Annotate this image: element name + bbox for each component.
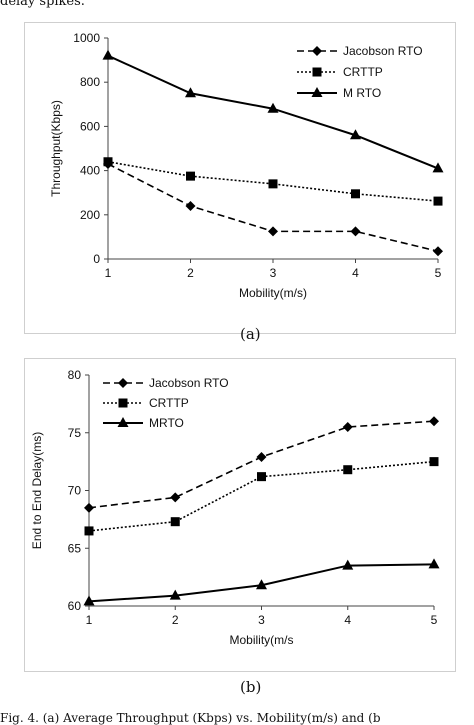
chart-a-series-2-point (102, 49, 114, 60)
chart-a-x-tick-label: 3 (270, 266, 277, 280)
chart-a-series-2-point (185, 87, 196, 98)
chart-b-legend-label-0: Jacobson RTO (149, 376, 229, 390)
chart-a-frame: 0 200 400 600 800 1000 1 2 3 4 5 Mobility(m/s) Throu… (24, 22, 456, 334)
figure-a-label: (a) (240, 325, 261, 343)
chart-a-y-tick-label: 600 (80, 119, 100, 133)
chart-a-series-1-point (268, 179, 278, 189)
chart-a-x-axis-label: Mobility(m/s) (239, 286, 307, 300)
chart-b-x-tick-label: 1 (86, 613, 93, 627)
figure-caption: Fig. 4. (a) Average Throughput (Kbps) vs… (0, 711, 381, 725)
chart-a-series-1-point (433, 196, 443, 206)
chart-b-series-0-point (342, 421, 353, 432)
chart-b-y-tick-label: 60 (68, 599, 82, 613)
chart-a-y-tick-label: 0 (93, 252, 100, 266)
chart-a-legend-label-2: M RTO (343, 86, 381, 100)
chart-b-y-tick-label: 80 (68, 368, 82, 382)
chart-a-series-line-0 (107, 163, 439, 253)
top-text: delay spikes. (0, 0, 85, 9)
chart-b-series-1-point (170, 517, 180, 527)
chart-b-series-2-point (256, 579, 267, 590)
chart-b-series-0-point (256, 452, 267, 463)
chart-a-legend-marker-0 (312, 46, 322, 56)
chart-a-y-tick-label: 1000 (73, 31, 100, 45)
figure-b-label: (b) (240, 678, 262, 696)
chart-a-series-0-point (185, 200, 196, 211)
chart-a-series-0-point (268, 226, 278, 237)
chart-a-series-0-point (433, 246, 443, 257)
chart-b-legend-label-1: CRTTP (149, 396, 189, 410)
delay-chart: 60 65 70 75 80 1 2 3 4 5 Mobility(m/s End to End De… (30, 368, 440, 647)
chart-a-series-1-point (351, 189, 360, 199)
chart-b-series-1-point (257, 472, 266, 482)
chart-a-series-line-1 (107, 160, 439, 202)
chart-a-y-axis-label: Throughput(Kbps) (49, 100, 63, 197)
chart-a-series-1-point (103, 157, 113, 167)
chart-b-legend-marker-2 (117, 417, 129, 427)
chart-b-legend-marker-0 (118, 378, 128, 388)
chart-b-series-1-point (429, 457, 439, 467)
chart-b-legend-marker-1 (118, 398, 128, 408)
chart-b-series-2-point (83, 595, 95, 606)
chart-a-series-1-point (186, 171, 195, 181)
chart-b-y-tick-label: 75 (68, 426, 82, 440)
chart-b-y-axis-label: End to End Delay(ms) (30, 432, 44, 549)
chart-a-y-tick-label: 400 (80, 164, 100, 178)
chart-a-series-2-point (432, 162, 444, 173)
chart-b-y-tick-label: 70 (68, 484, 82, 498)
chart-b-series-1-point (84, 526, 94, 536)
chart-b-y-tick-label: 65 (68, 541, 82, 555)
chart-b-x-tick-label: 2 (172, 613, 179, 627)
chart-b-series-0-point (429, 416, 439, 427)
chart-a-legend-marker-2 (311, 87, 323, 97)
chart-a-legend-label-0: Jacobson RTO (343, 44, 423, 58)
chart-b-x-tick-label: 5 (431, 613, 438, 627)
chart-a-y-tick-label: 800 (80, 75, 100, 89)
chart-b-series-2-point (428, 558, 440, 569)
chart-b-series-0-point (170, 492, 181, 503)
chart-b-x-tick-label: 3 (258, 613, 265, 627)
chart-b-series-line-1 (88, 460, 435, 532)
chart-a-x-tick-label: 5 (435, 266, 442, 280)
chart-a-x-tick-label: 2 (187, 266, 194, 280)
chart-a-y-tick-label: 200 (80, 208, 100, 222)
chart-a-x-tick-label: 4 (352, 266, 359, 280)
chart-a-series-0-point (350, 226, 361, 237)
chart-b-series-0-point (84, 502, 94, 513)
chart-a-series-2-point (350, 129, 361, 140)
chart-b-x-axis-label: Mobility(m/s (229, 633, 293, 647)
throughput-chart: 0 200 400 600 800 1000 1 2 3 4 5 Mobility(m/s) Throu… (49, 31, 444, 300)
chart-b-frame: 60 65 70 75 80 1 2 3 4 5 Mobility(m/s End to End De… (24, 358, 456, 672)
chart-a-legend-marker-1 (312, 67, 322, 77)
chart-b-series-2-point (169, 589, 181, 600)
chart-b-series-1-point (343, 465, 353, 475)
chart-a-legend-label-1: CRTTP (343, 65, 383, 79)
chart-b-legend-label-2: MRTO (149, 416, 184, 430)
chart-b-series-2-point (342, 559, 354, 570)
chart-a-x-tick-label: 1 (105, 266, 112, 280)
chart-a-series-2-point (267, 102, 279, 113)
chart-b-x-tick-label: 4 (344, 613, 351, 627)
chart-b-series-line-0 (88, 420, 435, 509)
